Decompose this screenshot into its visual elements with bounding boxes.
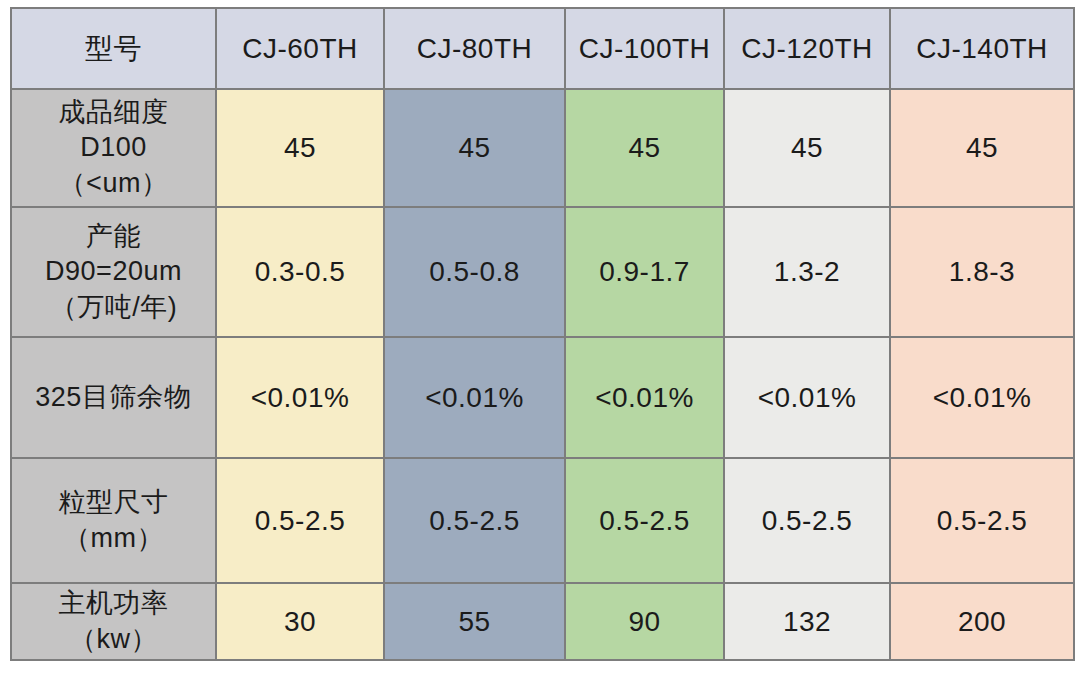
header-cell-model-label: 型号 (11, 8, 216, 89)
cell-power-cj80: 55 (384, 583, 565, 660)
row-fineness: 成品细度 D100 （<um） 45 45 45 45 45 (11, 89, 1074, 207)
cell-sieve-cj100: <0.01% (565, 337, 724, 458)
cell-sieve-cj120: <0.01% (724, 337, 890, 458)
cell-fineness-cj100: 45 (565, 89, 724, 207)
header-cell-cj-120th: CJ-120TH (724, 8, 890, 89)
row-label-particle-size: 粒型尺寸 （mm） (11, 458, 216, 583)
header-cell-cj-60th: CJ-60TH (216, 8, 384, 89)
cell-capacity-cj80: 0.5-0.8 (384, 207, 565, 337)
cell-particle-cj60: 0.5-2.5 (216, 458, 384, 583)
row-particle-size: 粒型尺寸 （mm） 0.5-2.5 0.5-2.5 0.5-2.5 0.5-2.… (11, 458, 1074, 583)
cell-sieve-cj60: <0.01% (216, 337, 384, 458)
cell-power-cj120: 132 (724, 583, 890, 660)
cell-fineness-cj60: 45 (216, 89, 384, 207)
header-cell-cj-80th: CJ-80TH (384, 8, 565, 89)
cell-particle-cj140: 0.5-2.5 (890, 458, 1074, 583)
row-capacity: 产能 D90=20um （万吨/年) 0.3-0.5 0.5-0.8 0.9-1… (11, 207, 1074, 337)
row-label-fineness: 成品细度 D100 （<um） (11, 89, 216, 207)
cell-capacity-cj60: 0.3-0.5 (216, 207, 384, 337)
header-cell-cj-140th: CJ-140TH (890, 8, 1074, 89)
cell-particle-cj120: 0.5-2.5 (724, 458, 890, 583)
cell-fineness-cj140: 45 (890, 89, 1074, 207)
cell-sieve-cj140: <0.01% (890, 337, 1074, 458)
row-sieve-residue: 325目筛余物 <0.01% <0.01% <0.01% <0.01% <0.0… (11, 337, 1074, 458)
row-main-power: 主机功率 （kw） 30 55 90 132 200 (11, 583, 1074, 660)
header-row: 型号 CJ-60TH CJ-80TH CJ-100TH CJ-120TH CJ-… (11, 8, 1074, 89)
cell-sieve-cj80: <0.01% (384, 337, 565, 458)
spec-table-container: 型号 CJ-60TH CJ-80TH CJ-100TH CJ-120TH CJ-… (10, 7, 1075, 661)
row-label-sieve-residue: 325目筛余物 (11, 337, 216, 458)
cell-capacity-cj120: 1.3-2 (724, 207, 890, 337)
cell-fineness-cj120: 45 (724, 89, 890, 207)
spec-table: 型号 CJ-60TH CJ-80TH CJ-100TH CJ-120TH CJ-… (10, 7, 1075, 661)
cell-particle-cj80: 0.5-2.5 (384, 458, 565, 583)
row-label-main-power: 主机功率 （kw） (11, 583, 216, 660)
cell-capacity-cj100: 0.9-1.7 (565, 207, 724, 337)
row-label-capacity: 产能 D90=20um （万吨/年) (11, 207, 216, 337)
cell-power-cj140: 200 (890, 583, 1074, 660)
cell-capacity-cj140: 1.8-3 (890, 207, 1074, 337)
header-cell-cj-100th: CJ-100TH (565, 8, 724, 89)
cell-power-cj60: 30 (216, 583, 384, 660)
cell-power-cj100: 90 (565, 583, 724, 660)
cell-particle-cj100: 0.5-2.5 (565, 458, 724, 583)
cell-fineness-cj80: 45 (384, 89, 565, 207)
